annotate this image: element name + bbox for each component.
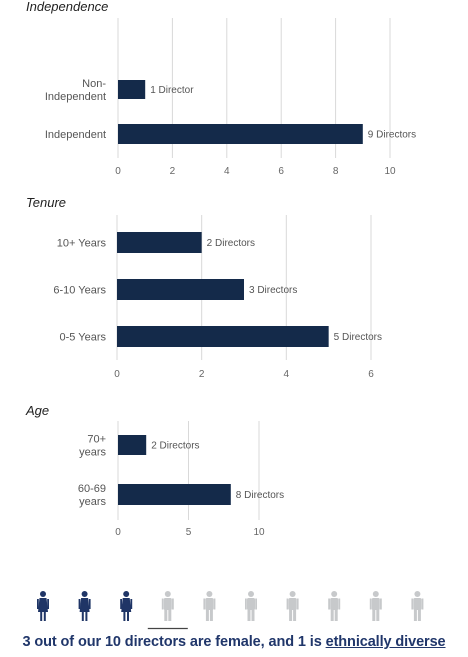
independence-x-tick-label: 2 <box>170 166 176 177</box>
person-icon <box>245 591 257 621</box>
age-bar <box>118 435 147 455</box>
tenure-category-label: 10+ Years <box>57 238 107 250</box>
person-icon <box>328 591 341 621</box>
tenure-data-label: 3 Directors <box>249 285 297 296</box>
person-icon <box>120 591 133 621</box>
independence-data-label: 9 Directors <box>368 130 416 141</box>
tenure-x-tick-label: 4 <box>284 369 290 380</box>
tenure-bar <box>117 279 244 300</box>
footer-emphasis: ethnically diverse <box>325 634 446 650</box>
age-chart-title: Age <box>25 403 49 418</box>
independence-bar <box>118 124 363 144</box>
independence-category-label: Independent <box>45 129 106 141</box>
independence-category-label: Non- <box>82 78 106 90</box>
age-category-label: years <box>79 447 106 459</box>
tenure-x-tick-label: 2 <box>199 369 205 380</box>
independence-bar <box>118 80 146 99</box>
age-bar <box>118 484 231 505</box>
tenure-data-label: 2 Directors <box>207 238 255 249</box>
independence-x-tick-label: 4 <box>224 166 230 177</box>
person-icon <box>203 591 216 621</box>
footer-prefix: 3 out of our 10 directors are female, an… <box>22 634 326 650</box>
age-x-tick-label: 0 <box>115 527 121 538</box>
tenure-category-label: 0-5 Years <box>60 332 107 344</box>
tenure-data-label: 5 Directors <box>334 332 382 343</box>
person-icon <box>369 591 382 621</box>
independence-x-tick-label: 0 <box>115 166 121 177</box>
person-icon <box>37 591 49 621</box>
tenure-bar <box>117 326 329 347</box>
age-category-label: 70+ <box>87 434 106 446</box>
tenure-x-tick-label: 6 <box>368 369 374 380</box>
diversity-summary-text: 3 out of our 10 directors are female, an… <box>0 634 468 650</box>
tenure-bar <box>117 232 202 253</box>
tenure-chart-title: Tenure <box>26 195 66 210</box>
person-icon <box>161 591 174 621</box>
age-x-tick-label: 5 <box>186 527 192 538</box>
age-category-label: years <box>79 496 106 508</box>
independence-x-tick-label: 8 <box>333 166 339 177</box>
tenure-x-tick-label: 0 <box>114 369 120 380</box>
independence-x-tick-label: 6 <box>278 166 284 177</box>
independence-data-label: 1 Director <box>150 85 194 96</box>
independence-category-label: Independent <box>45 91 106 103</box>
person-icon <box>411 591 424 621</box>
age-x-tick-label: 10 <box>253 527 265 538</box>
age-category-label: 60-69 <box>78 483 106 495</box>
age-data-label: 2 Directors <box>151 441 199 452</box>
age-data-label: 8 Directors <box>236 490 284 501</box>
independence-chart-title: Independence <box>26 0 108 14</box>
person-icon <box>78 591 91 621</box>
independence-x-tick-label: 10 <box>384 166 396 177</box>
person-icon <box>286 591 299 621</box>
tenure-category-label: 6-10 Years <box>53 285 106 297</box>
